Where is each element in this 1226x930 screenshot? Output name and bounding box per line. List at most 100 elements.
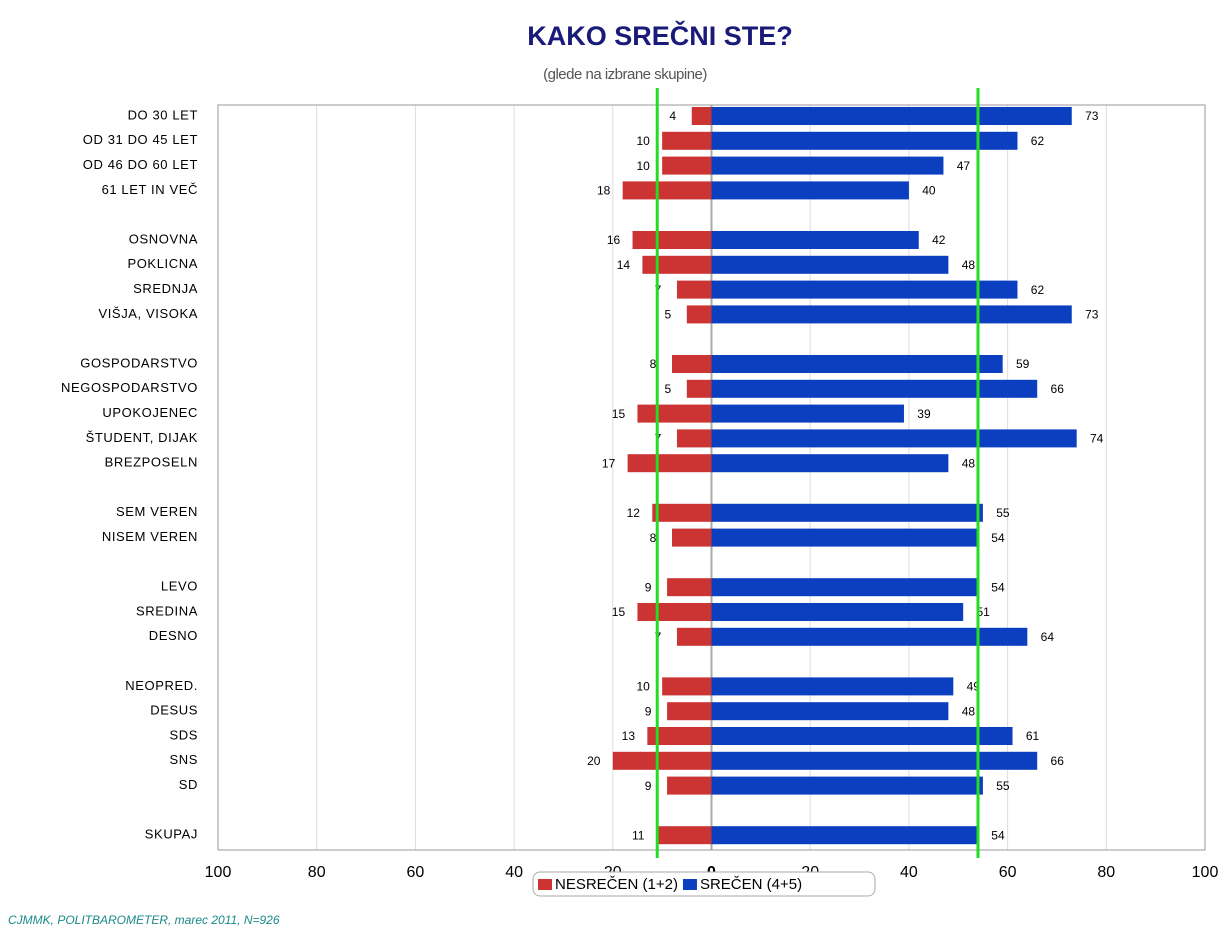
category-label: ŠTUDENT, DIJAK <box>86 430 198 445</box>
data-label: 62 <box>1031 283 1045 297</box>
category-label: NEOPRED. <box>125 678 198 693</box>
bar <box>711 503 983 522</box>
data-label: 74 <box>1090 432 1104 446</box>
category-label: SKUPAJ <box>145 827 198 842</box>
category-label: SDS <box>169 727 198 742</box>
source-note: CJMMK, POLITBAROMETER, marec 2011, N=926 <box>8 913 280 927</box>
data-label: 66 <box>1051 754 1065 768</box>
bar <box>711 305 1072 324</box>
data-label: 9 <box>645 779 652 793</box>
data-label: 9 <box>645 580 652 594</box>
legend-swatch <box>538 879 552 890</box>
category-label: SEM VEREN <box>116 504 198 519</box>
data-label: 13 <box>622 729 636 743</box>
bar <box>667 578 712 597</box>
x-tick-label: 80 <box>308 864 326 881</box>
bar <box>676 429 712 448</box>
bar <box>627 454 712 473</box>
category-label: POKLICNA <box>127 256 198 271</box>
bar <box>711 280 1018 299</box>
x-tick-label: 80 <box>1097 864 1115 881</box>
data-label: 61 <box>1026 729 1040 743</box>
data-label: 47 <box>957 159 971 173</box>
data-label: 20 <box>587 754 601 768</box>
x-tick-label: 60 <box>999 864 1017 881</box>
data-label: 55 <box>996 779 1010 793</box>
data-label: 10 <box>636 159 650 173</box>
x-tick-label: 40 <box>900 864 918 881</box>
chart-title: KAKO SREČNI STE? <box>527 20 793 51</box>
bar <box>711 677 954 696</box>
data-label: 9 <box>645 704 652 718</box>
data-label: 16 <box>607 233 621 247</box>
bar <box>711 156 944 175</box>
bar <box>711 379 1038 398</box>
category-label: NEGOSPODARSTVO <box>61 380 198 395</box>
bar <box>662 677 712 696</box>
data-label: 54 <box>991 580 1005 594</box>
data-label: 54 <box>991 531 1005 545</box>
data-label: 59 <box>1016 357 1030 371</box>
x-tick-label: 60 <box>407 864 425 881</box>
legend-label: SREČEN (4+5) <box>700 876 802 893</box>
category-label: 61 LET IN VEČ <box>102 182 198 197</box>
bar <box>711 107 1072 125</box>
bar <box>686 379 712 398</box>
bar <box>711 429 1077 448</box>
bar <box>711 702 949 721</box>
x-tick-label: 100 <box>205 864 232 881</box>
bar <box>711 826 978 845</box>
bar <box>711 454 949 473</box>
data-label: 14 <box>617 258 631 272</box>
data-label: 5 <box>664 382 671 396</box>
bar <box>711 131 1018 150</box>
bar <box>667 702 712 721</box>
bar <box>711 528 978 547</box>
legend: NESREČEN (1+2) SREČEN (4+5) <box>532 871 876 897</box>
category-label: NISEM VEREN <box>102 529 198 544</box>
data-label: 8 <box>650 531 657 545</box>
data-label: 55 <box>996 506 1010 520</box>
bar <box>642 255 712 274</box>
data-label: 10 <box>636 680 650 694</box>
data-label: 66 <box>1051 382 1065 396</box>
data-label: 54 <box>991 828 1005 842</box>
data-label: 39 <box>917 407 931 421</box>
category-label: GOSPODARSTVO <box>80 355 198 370</box>
bar <box>637 404 712 423</box>
chart-subtitle: (glede na izbrane skupine) <box>543 66 707 83</box>
bar <box>711 603 964 621</box>
bar <box>691 107 712 125</box>
bar <box>632 231 712 249</box>
data-label: 8 <box>650 357 657 371</box>
category-label: DESUS <box>150 703 198 718</box>
category-label: SREDNJA <box>133 281 198 296</box>
bar <box>711 578 978 597</box>
category-label: LEVO <box>161 579 198 594</box>
category-label: BREZPOSELN <box>105 455 198 470</box>
bar <box>711 404 904 423</box>
category-label: DO 30 LET <box>128 107 198 122</box>
bar <box>672 355 712 373</box>
bar <box>686 305 712 324</box>
bar <box>711 627 1028 646</box>
category-label: SNS <box>169 752 198 767</box>
data-label: 18 <box>597 184 611 198</box>
data-label: 40 <box>922 184 936 198</box>
bar <box>676 280 712 299</box>
data-label: 4 <box>669 109 676 123</box>
bar <box>676 627 712 646</box>
category-label: OSNOVNA <box>129 231 198 246</box>
bar <box>647 727 712 745</box>
bar <box>711 231 919 249</box>
bar <box>657 826 712 845</box>
category-label: SD <box>179 777 198 792</box>
data-label: 5 <box>664 308 671 322</box>
bar <box>711 776 983 795</box>
category-label: VIŠJA, VISOKA <box>98 306 198 321</box>
legend-label: NESREČEN (1+2) <box>555 876 678 893</box>
data-label: 73 <box>1085 308 1099 322</box>
bar <box>672 528 712 547</box>
bar <box>637 603 712 621</box>
